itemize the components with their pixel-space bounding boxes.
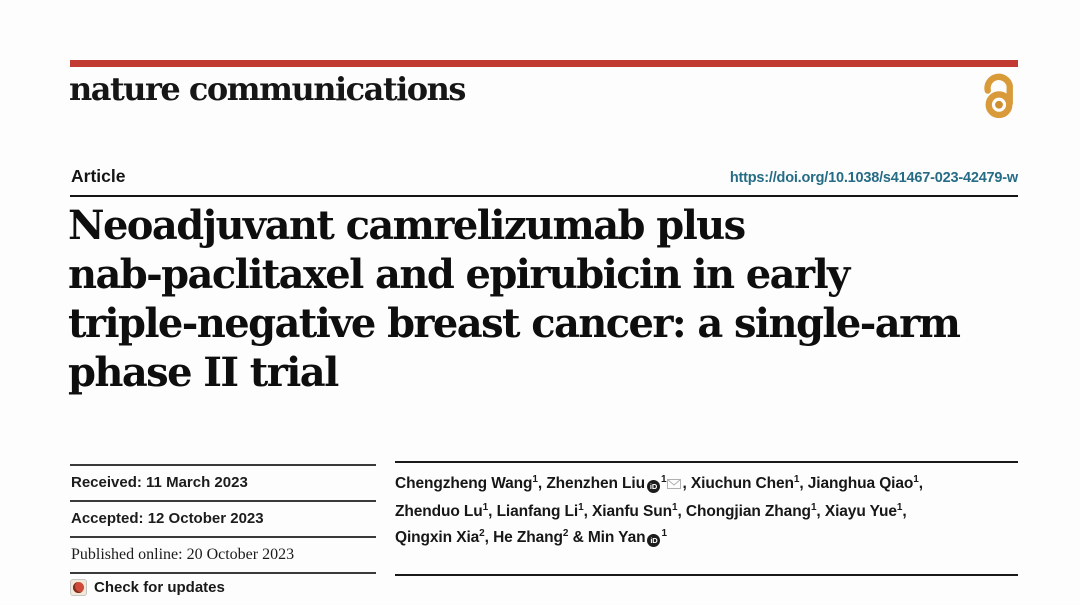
author-list: Chengzheng Wang1, Zhenzhen Liu iD1, Xiuch…	[395, 461, 1018, 552]
title-line: phase II trial	[68, 349, 339, 396]
affiliation-superscript: 1	[810, 501, 817, 513]
journal-logo: nature communications	[69, 70, 466, 108]
authors-divider	[395, 574, 1018, 576]
affiliation-superscript: 1	[661, 473, 667, 485]
author-name: Lianfang Li	[496, 502, 579, 520]
published-row: Published online: 20 October 2023	[70, 536, 376, 574]
author-name: Chongjian Zhang	[685, 502, 811, 520]
title-line: nab-paclitaxel and epirubicin in early	[68, 251, 850, 298]
header-divider	[70, 195, 1018, 197]
affiliation-superscript: 1	[896, 501, 903, 513]
orcid-icon[interactable]: iD	[647, 534, 661, 547]
doi-link[interactable]: https://doi.org/10.1038/s41467-023-42479…	[729, 170, 1018, 186]
brand-rule	[70, 60, 1018, 67]
received-label: Received:	[71, 474, 142, 491]
title-line: Neoadjuvant camrelizumab plus	[68, 202, 746, 249]
accepted-date: 12 October 2023	[147, 510, 264, 527]
article-meta: Received: 11 March 2023 Accepted: 12 Oct…	[70, 464, 376, 574]
article-title: Neoadjuvant camrelizumab plus nab-paclit…	[68, 201, 998, 397]
author-name: Xianfu Sun	[592, 502, 672, 520]
affiliation-superscript: 2	[479, 527, 485, 539]
affiliation-superscript: 1	[578, 501, 584, 513]
author-name: Xiuchun Chen	[690, 475, 794, 492]
article-type-label: Article	[71, 166, 126, 186]
author-name: He Zhang	[493, 529, 563, 546]
affiliation-superscript: 1	[532, 473, 538, 485]
author-name: Zhenduo Lu	[395, 502, 483, 520]
received-date: 11 March 2023	[146, 474, 248, 491]
affiliation-superscript: 1	[793, 473, 800, 485]
orcid-icon[interactable]: iD	[647, 480, 660, 493]
author-list-text: Chengzheng Wang1, Zhenzhen Liu iD1, Xiuch…	[395, 472, 923, 547]
affiliation-superscript: 1	[671, 501, 678, 513]
accepted-row: Accepted: 12 October 2023	[70, 500, 376, 536]
check-for-updates-label: Check for updates	[94, 579, 225, 596]
email-icon[interactable]	[667, 472, 682, 499]
received-row: Received: 11 March 2023	[70, 464, 376, 500]
check-for-updates-button[interactable]: Check for updates	[70, 579, 225, 596]
author-name: Zhenzhen Liu	[546, 475, 645, 492]
title-line: triple-negative breast cancer: a single-…	[68, 300, 961, 347]
author-name: Chengzheng Wang	[395, 475, 533, 492]
author-name: Qingxin Xia	[395, 529, 480, 546]
published-label: Published online:	[71, 546, 183, 563]
published-date: 20 October 2023	[186, 546, 295, 563]
affiliation-superscript: 1	[482, 501, 489, 513]
author-name: Min Yan	[587, 529, 646, 546]
affiliation-superscript: 1	[913, 473, 919, 485]
crossmark-icon	[70, 579, 87, 596]
author-name: Jianghua Qiao	[807, 475, 914, 492]
affiliation-superscript: 1	[661, 527, 667, 539]
open-access-icon	[984, 73, 1013, 119]
affiliation-superscript: 2	[562, 527, 569, 539]
author-name: Xiayu Yue	[824, 502, 897, 520]
accepted-label: Accepted:	[71, 510, 144, 527]
